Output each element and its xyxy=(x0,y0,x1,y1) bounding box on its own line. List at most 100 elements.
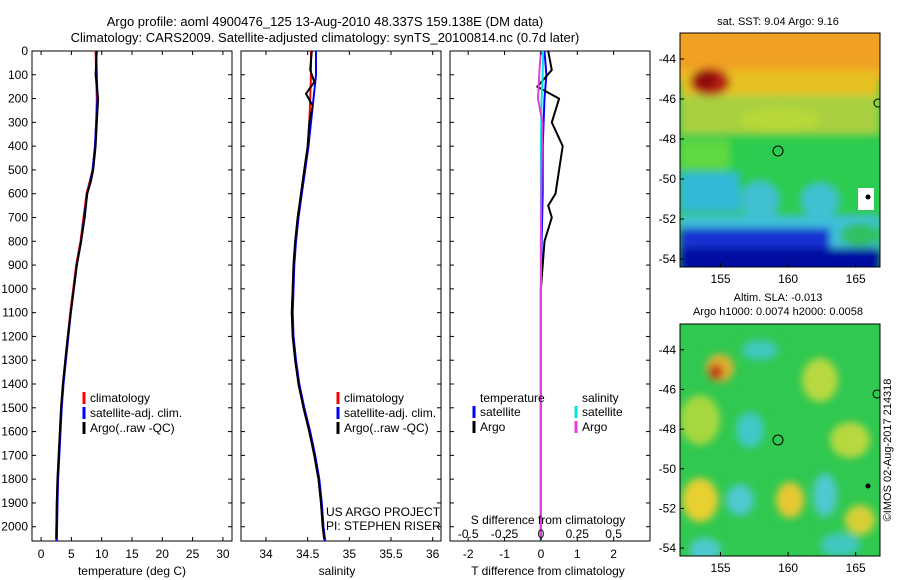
lat-tick-label: -50 xyxy=(659,172,677,186)
x-tick-label: 0 xyxy=(538,547,545,561)
series-line-satellite-adj-clim- xyxy=(55,50,99,542)
temperature-panel: 0100200300400500600700800900100011001200… xyxy=(1,44,233,578)
legend-label-s-argo: Argo xyxy=(582,420,608,434)
series-line-climatology xyxy=(55,50,98,542)
t-difference-xlabel: T difference from climatology xyxy=(471,564,625,578)
project-annotation: US ARGO PROJECT xyxy=(326,505,441,519)
sst-map-title: sat. SST: 9.04 Argo: 9.16 xyxy=(717,16,839,28)
legend-label-argo: Argo(..raw -QC) xyxy=(90,421,175,435)
lat-tick-label: -48 xyxy=(659,422,677,436)
depth-tick-label: 1100 xyxy=(2,306,28,320)
depth-tick-label: 1800 xyxy=(1,472,28,486)
float-position-marker-sla xyxy=(772,434,784,446)
depth-tick-label: 100 xyxy=(8,68,28,82)
x-tick-label: 10 xyxy=(95,547,109,561)
sla-map-title-2: Argo h1000: 0.0074 h2000: 0.0058 xyxy=(693,306,863,318)
lat-tick-label: -44 xyxy=(659,52,677,66)
s-difference-tick-label: 0.25 xyxy=(566,527,590,541)
lat-tick-label: -50 xyxy=(659,462,677,476)
depth-tick-label: 1000 xyxy=(1,282,28,296)
depth-tick-label: 1500 xyxy=(1,401,28,415)
x-tick-label: 1 xyxy=(574,547,581,561)
legend-title-salinity: salinity xyxy=(582,391,619,405)
x-tick-label: 0 xyxy=(38,547,45,561)
x-tick-label: 2 xyxy=(610,547,617,561)
x-tick-label: 5 xyxy=(68,547,75,561)
depth-tick-label: 500 xyxy=(8,163,28,177)
x-tick-label: 35 xyxy=(343,547,357,561)
lon-tick-label: 160 xyxy=(778,561,798,575)
s-difference-tick-label: -0.5 xyxy=(458,527,479,541)
x-tick-label: -2 xyxy=(463,547,474,561)
depth-tick-label: 300 xyxy=(8,115,28,129)
depth-tick-label: 1700 xyxy=(1,448,28,462)
x-tick-label: -1 xyxy=(499,547,510,561)
sst-map-frame xyxy=(679,32,881,268)
legend-label-climatology: climatology xyxy=(90,391,150,405)
temperature-xlabel: temperature (deg C) xyxy=(78,564,186,578)
x-tick-label: 30 xyxy=(216,547,230,561)
x-tick-label: 20 xyxy=(156,547,170,561)
sla-map-frame xyxy=(679,323,881,557)
sla-field xyxy=(680,324,880,556)
salinity-legend: climatology satellite-adj. clim. Argo(..… xyxy=(336,391,436,435)
salinity-axes-box xyxy=(240,50,442,542)
lat-tick-label: -46 xyxy=(659,92,677,106)
figure-title-line1: Argo profile: aoml 4900476_125 13-Aug-20… xyxy=(106,14,544,29)
sla-map-title-1: Altim. SLA: -0.013 xyxy=(734,292,823,304)
depth-tick-label: 200 xyxy=(8,92,28,106)
pi-annotation: PI: STEPHEN RISER xyxy=(326,519,441,533)
lat-tick-label: -52 xyxy=(659,212,677,226)
lat-tick-label: -44 xyxy=(659,343,677,357)
series-line-climatology xyxy=(290,51,326,542)
legend-label-t-satellite: satellite xyxy=(480,405,521,419)
depth-tick-label: 800 xyxy=(8,234,28,248)
lat-tick-label: -54 xyxy=(659,541,677,555)
series-line-argo-raw-qc- xyxy=(290,50,326,539)
sla-map: Altim. SLA: -0.013 Argo h1000: 0.0074 h2… xyxy=(659,292,881,575)
depth-tick-label: 1300 xyxy=(1,353,28,367)
series-line-argo-raw-qc- xyxy=(55,50,100,539)
x-tick-label: 36 xyxy=(426,547,440,561)
sst-map: sat. SST: 9.04 Argo: 9.16 xyxy=(659,16,881,286)
lon-tick-label: 165 xyxy=(846,561,866,575)
imos-credit: ©IMOS 02-Aug-2017 214318 xyxy=(882,379,894,522)
float-position-marker xyxy=(772,145,784,157)
legend-label-satellite: satellite-adj. clim. xyxy=(90,406,182,420)
lat-tick-label: -52 xyxy=(659,501,677,515)
depth-tick-label: 1200 xyxy=(1,329,28,343)
difference-panel: -2 -1 0 1 2 -0.5 -0.25 0 0.25 0.5 S difference fr… xyxy=(449,50,651,578)
x-tick-label: 15 xyxy=(125,547,139,561)
legend-title-temperature: temperature xyxy=(480,391,545,405)
lon-tick-label: 155 xyxy=(711,272,731,286)
difference-axes-box xyxy=(449,50,651,542)
sst-field xyxy=(680,33,880,267)
x-tick-label: 25 xyxy=(186,547,200,561)
depth-tick-label: 1600 xyxy=(1,425,28,439)
lon-tick-label: 160 xyxy=(778,272,798,286)
lat-tick-label: -48 xyxy=(659,132,677,146)
s-difference-tick-label: -0.25 xyxy=(491,527,519,541)
figure-title-line2: Climatology: CARS2009. Satellite-adjuste… xyxy=(70,30,580,45)
s-difference-label: S difference from climatology xyxy=(471,513,626,527)
lon-tick-label: 155 xyxy=(711,561,731,575)
difference-legend: temperature salinity satellite Argo sate… xyxy=(472,391,623,434)
depth-tick-label: 400 xyxy=(8,139,28,153)
depth-tick-label: 900 xyxy=(8,258,28,272)
salinity-panel: 34 34.5 35 35.5 36 salinity climatology sate… xyxy=(240,50,442,578)
depth-tick-label: 700 xyxy=(8,211,28,225)
s-difference-tick-label: 0.5 xyxy=(605,527,622,541)
x-tick-label: 34.5 xyxy=(296,547,320,561)
lat-tick-label: -54 xyxy=(659,252,677,266)
legend-label-satellite: satellite-adj. clim. xyxy=(344,406,436,420)
depth-tick-label: 1900 xyxy=(1,496,28,510)
s-difference-tick-label: 0 xyxy=(538,527,545,541)
legend-label-climatology: climatology xyxy=(344,391,404,405)
lat-tick-label: -46 xyxy=(659,382,677,396)
legend-label-t-argo: Argo xyxy=(480,420,506,434)
series-line-salinity-argo xyxy=(537,50,544,539)
legend-label-s-satellite: satellite xyxy=(582,405,623,419)
legend-label-argo: Argo(..raw -QC) xyxy=(344,421,429,435)
depth-tick-label: 2000 xyxy=(1,520,28,534)
